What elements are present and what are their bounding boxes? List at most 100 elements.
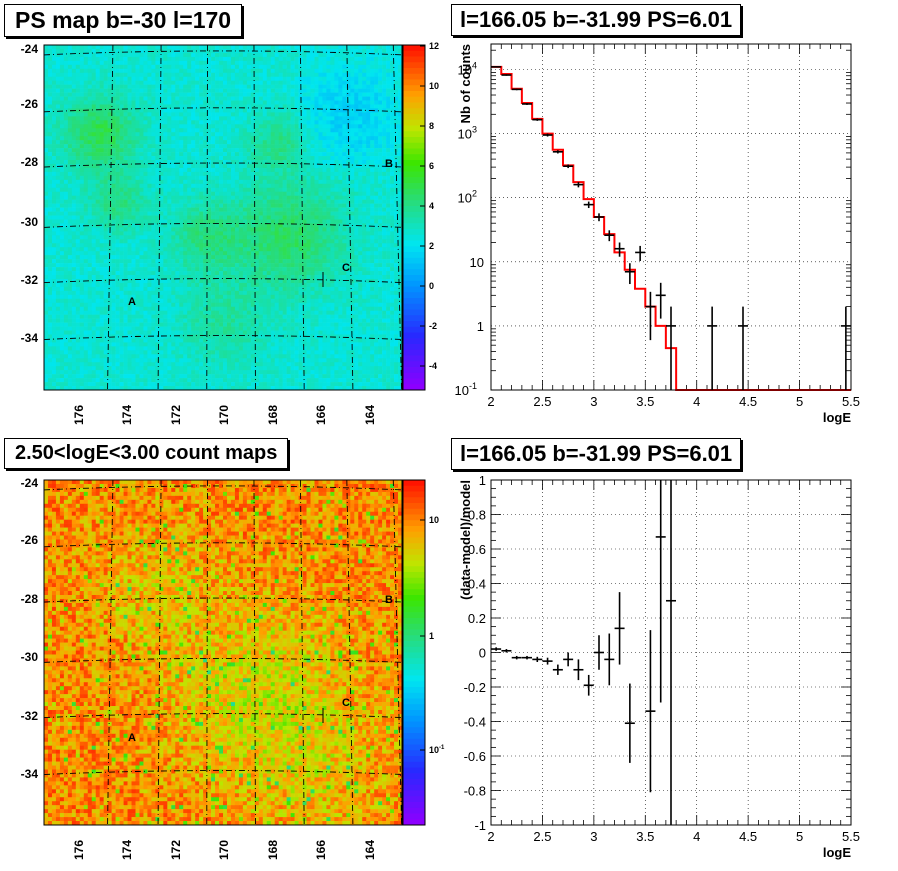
heatmap-cell <box>262 108 268 113</box>
heatmap-cell <box>306 191 311 196</box>
heatmap-cell <box>330 60 335 66</box>
heatmap-cell <box>306 88 311 93</box>
heatmap-cell <box>366 132 371 137</box>
heatmap-cell <box>95 175 100 181</box>
heatmap-cell <box>131 167 136 173</box>
heatmap-cell <box>103 255 108 260</box>
heatmap-cell <box>99 160 104 165</box>
heatmap-cell <box>95 92 100 97</box>
heatmap-cell <box>334 112 339 117</box>
heatmap-cell <box>55 223 61 228</box>
heatmap-cell <box>358 112 363 117</box>
heatmap-cell <box>294 56 299 62</box>
heatmap-cell <box>378 207 383 212</box>
heatmap-cell <box>139 243 144 248</box>
heatmap-cell <box>338 56 343 62</box>
heatmap-cell <box>47 72 53 78</box>
heatmap-cell <box>262 140 268 145</box>
heatmap-cell <box>51 148 57 153</box>
heatmap-cell <box>350 239 355 244</box>
heatmap-cell <box>398 112 403 117</box>
heatmap-cell <box>75 100 81 105</box>
heatmap-cell <box>226 116 232 121</box>
heatmap-cell <box>171 163 176 169</box>
heatmap-cell <box>211 108 216 113</box>
heatmap-cell <box>390 191 395 196</box>
heatmap-cell <box>111 152 116 157</box>
heatmap-cell <box>266 116 272 121</box>
heatmap-cell <box>151 68 156 74</box>
heatmap-cell <box>382 132 387 137</box>
heatmap-cell <box>234 167 240 173</box>
heatmap-cell <box>139 227 144 232</box>
heatmap-cell <box>163 72 168 78</box>
heatmap-cell <box>127 112 132 117</box>
heatmap-cell <box>199 191 204 196</box>
heatmap-cell <box>322 60 327 66</box>
heatmap-cell <box>270 124 276 129</box>
heatmap-cell <box>322 128 327 133</box>
heatmap-cell <box>119 124 124 129</box>
heatmap-cell <box>242 247 248 252</box>
heatmap-cell <box>262 183 268 189</box>
heatmap-cell <box>394 203 399 208</box>
heatmap-cell <box>131 152 136 157</box>
heatmap-cell <box>306 239 311 244</box>
heatmap-cell <box>135 100 140 105</box>
heatmap-cell <box>346 108 351 113</box>
heatmap-cell <box>398 100 403 105</box>
heatmap-cell <box>338 72 343 78</box>
heatmap-cell <box>75 247 81 252</box>
heatmap-cell <box>362 203 367 208</box>
heatmap-cell <box>83 140 89 145</box>
heatmap-cell <box>338 167 343 173</box>
heatmap-cell <box>366 199 371 204</box>
heatmap-cell <box>338 239 343 244</box>
heatmap-cell <box>175 247 180 252</box>
heatmap-cell <box>119 247 124 252</box>
heatmap-cell <box>167 68 172 74</box>
heatmap-cell <box>215 56 220 62</box>
heatmap-cell <box>67 227 73 232</box>
heatmap-cell <box>378 152 383 157</box>
heatmap-cell <box>250 76 256 81</box>
heatmap-cell <box>354 140 359 145</box>
heatmap-cell <box>95 219 100 224</box>
heatmap-cell <box>330 72 335 78</box>
heatmap-cell <box>370 76 375 81</box>
heatmap-cell <box>199 92 204 97</box>
heatmap-cell <box>286 52 291 58</box>
heatmap-cell <box>378 124 383 129</box>
heatmap-cell <box>322 163 327 169</box>
heatmap-cell <box>286 175 291 181</box>
heatmap-cell <box>215 231 220 236</box>
heatmap-cell <box>366 152 371 157</box>
heatmap-cell <box>75 136 81 141</box>
heatmap-cell <box>183 148 188 153</box>
heatmap-cell <box>282 227 287 232</box>
heatmap-cell <box>175 100 180 105</box>
heatmap-cell <box>286 219 291 224</box>
heatmap-cell <box>115 215 120 220</box>
heatmap-cell <box>278 84 283 89</box>
heatmap-cell <box>342 100 347 105</box>
heatmap-cell <box>250 207 256 212</box>
heatmap-cell <box>266 112 272 117</box>
heatmap-cell <box>95 156 100 161</box>
heatmap-cell <box>326 112 331 117</box>
heatmap-cell <box>67 84 73 89</box>
heatmap-cell <box>87 92 93 97</box>
heatmap-cell <box>103 112 108 117</box>
heatmap-cell <box>111 84 116 89</box>
heatmap-cell <box>390 171 395 177</box>
heatmap-cell <box>250 215 256 220</box>
heatmap-cell <box>310 239 315 244</box>
heatmap-cell <box>342 76 347 81</box>
heatmap-cell <box>195 171 200 177</box>
heatmap-cell <box>318 104 323 109</box>
heatmap-cell <box>99 112 104 117</box>
heatmap-cell <box>51 136 57 141</box>
heatmap-cell <box>75 259 81 264</box>
heatmap-cell <box>334 259 339 264</box>
heatmap-cell <box>254 223 260 228</box>
